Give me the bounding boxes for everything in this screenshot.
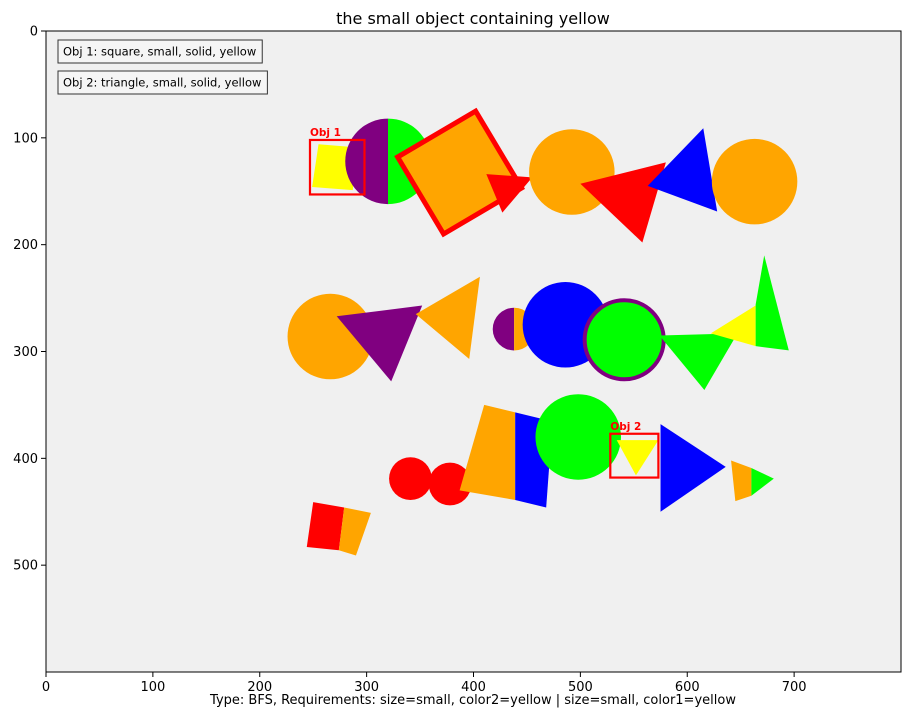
highlight-box-2 bbox=[609, 432, 660, 479]
shape-polygon-18 bbox=[338, 507, 371, 556]
shape-polygon-25 bbox=[660, 424, 726, 512]
legend: Obj 1: square, small, solid, yellow Obj 2… bbox=[57, 39, 268, 95]
legend-text-2: Obj 2: triangle, small, solid, yellow bbox=[63, 76, 261, 90]
y-tick-label-400: 400 bbox=[13, 452, 38, 467]
figure-caption: Type: BFS, Requirements: size=small, col… bbox=[209, 693, 736, 708]
shape-polygon-2 bbox=[394, 107, 526, 238]
shape-half-left-11 bbox=[492, 307, 515, 351]
shape-circle-7 bbox=[711, 138, 798, 225]
shape-circle-23 bbox=[535, 394, 621, 480]
highlight-tag-1: Obj 1 bbox=[310, 127, 341, 139]
shape-polygon-6 bbox=[647, 128, 718, 212]
shape-circle-19 bbox=[389, 457, 432, 501]
shape-polygon-10 bbox=[415, 276, 480, 359]
shape-polygon-26 bbox=[731, 460, 752, 502]
x-tick-label-500: 500 bbox=[568, 680, 593, 695]
x-tick-label-0: 0 bbox=[42, 680, 50, 695]
x-tick-label-600: 600 bbox=[675, 680, 700, 695]
shape-polygon-14 bbox=[659, 333, 738, 390]
x-tick-label-700: 700 bbox=[782, 680, 807, 695]
legend-text-1: Obj 1: square, small, solid, yellow bbox=[63, 45, 256, 59]
highlights-layer: Obj 1 Obj 2 bbox=[308, 127, 660, 479]
y-tick-label-300: 300 bbox=[13, 345, 38, 360]
highlight-box-1 bbox=[308, 138, 366, 196]
y-tick-label-200: 200 bbox=[13, 238, 38, 253]
x-tick-label-100: 100 bbox=[140, 680, 165, 695]
x-tick-label-300: 300 bbox=[354, 680, 379, 695]
legend-box-2 bbox=[57, 70, 268, 95]
y-tick-label-500: 500 bbox=[13, 559, 38, 574]
highlight-tag-2: Obj 2 bbox=[610, 421, 641, 433]
x-axis: 0 100 200 300 400 500 600 700 bbox=[42, 672, 807, 695]
shape-circle-13 bbox=[582, 298, 666, 382]
shape-polygon-16 bbox=[755, 255, 789, 351]
y-tick-label-100: 100 bbox=[13, 131, 38, 146]
shape-circle-20 bbox=[428, 462, 472, 506]
legend-box-1 bbox=[57, 39, 263, 64]
shape-polygon-9 bbox=[336, 305, 423, 382]
x-tick-label-200: 200 bbox=[247, 680, 272, 695]
shape-polygon-17 bbox=[306, 502, 345, 551]
figure-title: the small object containing yellow bbox=[336, 9, 610, 28]
y-tick-label-0: 0 bbox=[30, 25, 38, 40]
shape-polygon-15 bbox=[710, 305, 756, 347]
shape-polygon-24 bbox=[616, 440, 659, 476]
x-tick-label-400: 400 bbox=[461, 680, 486, 695]
shape-polygon-3 bbox=[486, 174, 533, 213]
shape-polygon-21 bbox=[459, 404, 516, 500]
shape-polygon-5 bbox=[580, 162, 666, 243]
shape-polygon-27 bbox=[751, 467, 774, 496]
y-axis: 0 100 200 300 400 500 bbox=[13, 25, 46, 574]
